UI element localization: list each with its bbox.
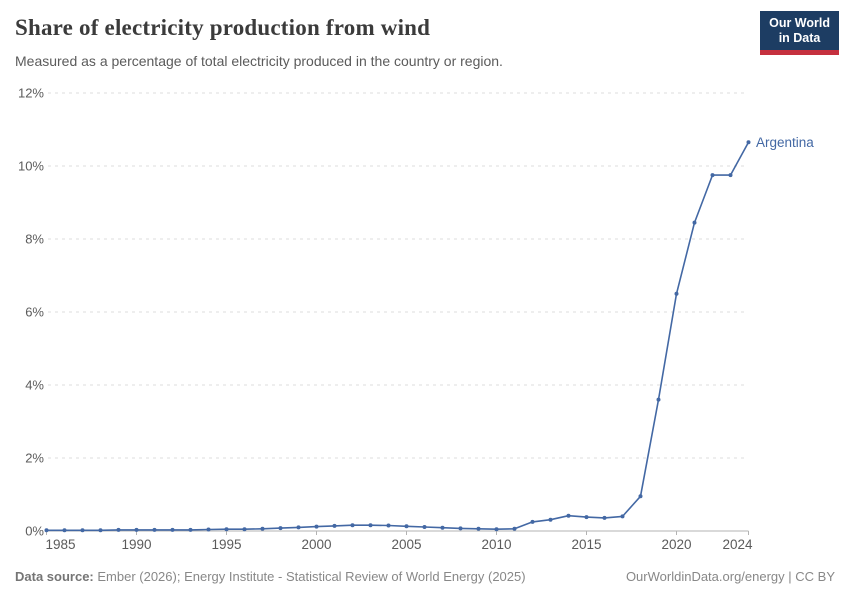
y-tick-label-2: 2%	[25, 451, 44, 466]
data-point-1997[interactable]	[260, 526, 265, 531]
y-tick-label-10: 10%	[18, 159, 44, 174]
data-source-value: Ember (2026); Energy Institute - Statist…	[93, 569, 526, 584]
x-tick-label-2020: 2020	[661, 537, 691, 552]
data-point-1994[interactable]	[206, 527, 211, 532]
data-point-2005[interactable]	[404, 524, 409, 529]
owid-logo-line1: Our World	[769, 16, 830, 30]
x-tick-label-2015: 2015	[571, 537, 601, 552]
data-point-2021[interactable]	[692, 220, 697, 225]
data-point-2004[interactable]	[386, 523, 391, 528]
x-tick-label-1995: 1995	[211, 537, 241, 552]
data-point-1990[interactable]	[134, 527, 139, 532]
x-tick-label-2024: 2024	[722, 537, 753, 552]
data-point-2001[interactable]	[332, 523, 337, 528]
data-point-1985[interactable]	[44, 528, 49, 533]
y-tick-label-6: 6%	[25, 305, 44, 320]
data-point-2000[interactable]	[314, 524, 319, 529]
data-point-2017[interactable]	[620, 514, 625, 519]
data-point-2011[interactable]	[512, 526, 517, 531]
data-point-1989[interactable]	[116, 527, 121, 532]
data-point-2009[interactable]	[476, 526, 481, 531]
data-point-2012[interactable]	[530, 519, 535, 524]
data-point-2006[interactable]	[422, 525, 427, 529]
data-point-1992[interactable]	[170, 527, 175, 532]
data-point-2022[interactable]	[710, 173, 715, 178]
y-tick-label-12: 12%	[18, 86, 44, 101]
owid-logo-line2: in Data	[778, 31, 821, 45]
data-point-2002[interactable]	[350, 523, 355, 528]
chart-title: Share of electricity production from win…	[15, 15, 431, 40]
x-tick-label-2005: 2005	[391, 537, 421, 552]
data-point-1988[interactable]	[98, 528, 103, 533]
data-point-2008[interactable]	[458, 526, 463, 531]
y-tick-label-0: 0%	[25, 524, 44, 539]
y-tick-label-8: 8%	[25, 232, 44, 247]
y-tick-label-4: 4%	[25, 378, 44, 393]
x-tick-label-2000: 2000	[301, 537, 331, 552]
data-point-2010[interactable]	[494, 527, 499, 532]
data-point-2013[interactable]	[548, 517, 553, 522]
data-source-label: Data source:	[15, 569, 94, 584]
credit-link[interactable]: OurWorldinData.org/energy | CC BY	[625, 569, 835, 584]
data-point-1991[interactable]	[152, 527, 157, 532]
data-point-2023[interactable]	[728, 173, 733, 178]
data-point-2003[interactable]	[368, 523, 373, 528]
data-point-2018[interactable]	[638, 494, 643, 499]
data-point-2016[interactable]	[602, 515, 607, 520]
data-point-1993[interactable]	[188, 527, 193, 532]
data-point-2024[interactable]	[746, 140, 751, 145]
data-point-1995[interactable]	[224, 527, 229, 532]
data-point-1987[interactable]	[80, 528, 85, 533]
data-point-2015[interactable]	[584, 515, 589, 520]
data-point-2019[interactable]	[656, 397, 661, 402]
x-tick-label-2010: 2010	[481, 537, 511, 552]
chart-subtitle: Measured as a percentage of total electr…	[15, 53, 503, 69]
data-point-1996[interactable]	[242, 527, 247, 532]
data-point-2014[interactable]	[566, 513, 571, 518]
data-point-1999[interactable]	[296, 525, 301, 530]
x-tick-label-1990: 1990	[121, 537, 151, 552]
data-source-text: Data source: Ember (2026); Energy Instit…	[15, 569, 526, 584]
data-point-2007[interactable]	[440, 525, 445, 530]
series-line-argentina[interactable]	[45, 141, 750, 532]
owid-logo[interactable]: Our World in Data	[760, 11, 839, 55]
series-label-argentina[interactable]: Argentina	[756, 135, 814, 150]
data-point-1998[interactable]	[278, 526, 283, 531]
data-point-1986[interactable]	[62, 528, 67, 533]
x-tick-label-1985: 1985	[46, 537, 76, 552]
data-point-2020[interactable]	[674, 291, 679, 296]
